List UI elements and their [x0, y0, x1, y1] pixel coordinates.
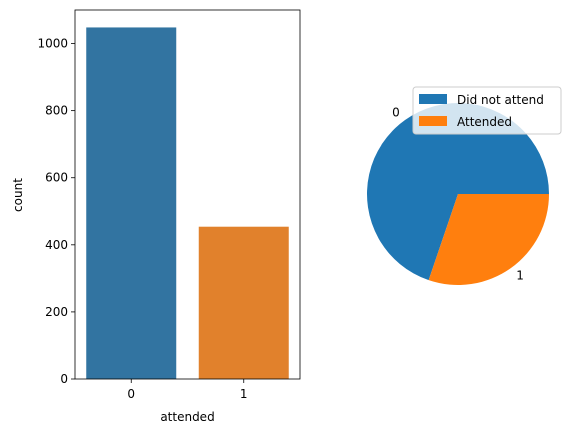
bar-1 [198, 226, 289, 379]
pie-labels: 01 [392, 106, 524, 283]
legend-label-did-not-attend: Did not attend [457, 93, 544, 107]
bar-0 [86, 27, 177, 380]
y-axis-ticks: 0 200 400 600 800 1000 [37, 37, 75, 386]
legend-label-attended: Attended [457, 115, 512, 129]
y-tick-label-1000: 1000 [37, 37, 68, 51]
pie-slices [366, 103, 549, 285]
pie-chart: 01 Did not attend Attended [366, 86, 562, 285]
y-tick-label-200: 200 [45, 305, 68, 319]
pie-label-0: 0 [392, 106, 400, 120]
legend-frame [412, 86, 562, 135]
x-tick-label-1: 1 [240, 387, 248, 401]
pie-slice-1 [428, 194, 549, 285]
pie-slice-0 [366, 103, 549, 281]
y-tick-label-400: 400 [45, 238, 68, 252]
y-tick-label-800: 800 [45, 104, 68, 118]
x-axis-label: attended [160, 410, 214, 424]
bars [86, 27, 289, 380]
x-tick-label-0: 0 [127, 387, 135, 401]
pie-legend: Did not attend Attended [412, 86, 562, 135]
pie-label-1: 1 [516, 268, 524, 282]
legend-swatch-did-not-attend [419, 94, 447, 104]
y-axis-label: count [11, 178, 25, 212]
y-tick-label-0: 0 [60, 372, 68, 386]
legend-swatch-attended [419, 116, 447, 126]
bar-plot-frame [74, 9, 301, 380]
y-tick-label-600: 600 [45, 171, 68, 185]
